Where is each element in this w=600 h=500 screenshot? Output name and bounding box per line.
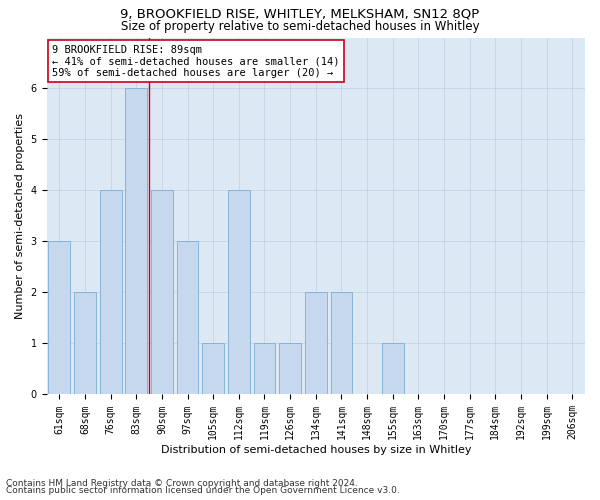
Bar xyxy=(100,190,122,394)
Text: Size of property relative to semi-detached houses in Whitley: Size of property relative to semi-detach… xyxy=(121,20,479,33)
Bar xyxy=(176,242,199,394)
Text: Contains HM Land Registry data © Crown copyright and database right 2024.: Contains HM Land Registry data © Crown c… xyxy=(6,478,358,488)
Bar xyxy=(331,292,352,394)
Bar xyxy=(74,292,96,394)
Bar xyxy=(279,344,301,394)
Bar xyxy=(382,344,404,394)
Y-axis label: Number of semi-detached properties: Number of semi-detached properties xyxy=(15,113,25,319)
Text: Contains public sector information licensed under the Open Government Licence v3: Contains public sector information licen… xyxy=(6,486,400,495)
Bar xyxy=(125,88,147,395)
Bar xyxy=(202,344,224,394)
Bar xyxy=(305,292,326,394)
Bar xyxy=(49,242,70,394)
Bar xyxy=(228,190,250,394)
Bar xyxy=(151,190,173,394)
Text: 9, BROOKFIELD RISE, WHITLEY, MELKSHAM, SN12 8QP: 9, BROOKFIELD RISE, WHITLEY, MELKSHAM, S… xyxy=(121,8,479,20)
Text: 9 BROOKFIELD RISE: 89sqm
← 41% of semi-detached houses are smaller (14)
59% of s: 9 BROOKFIELD RISE: 89sqm ← 41% of semi-d… xyxy=(52,44,340,78)
Bar xyxy=(254,344,275,394)
X-axis label: Distribution of semi-detached houses by size in Whitley: Distribution of semi-detached houses by … xyxy=(161,445,471,455)
